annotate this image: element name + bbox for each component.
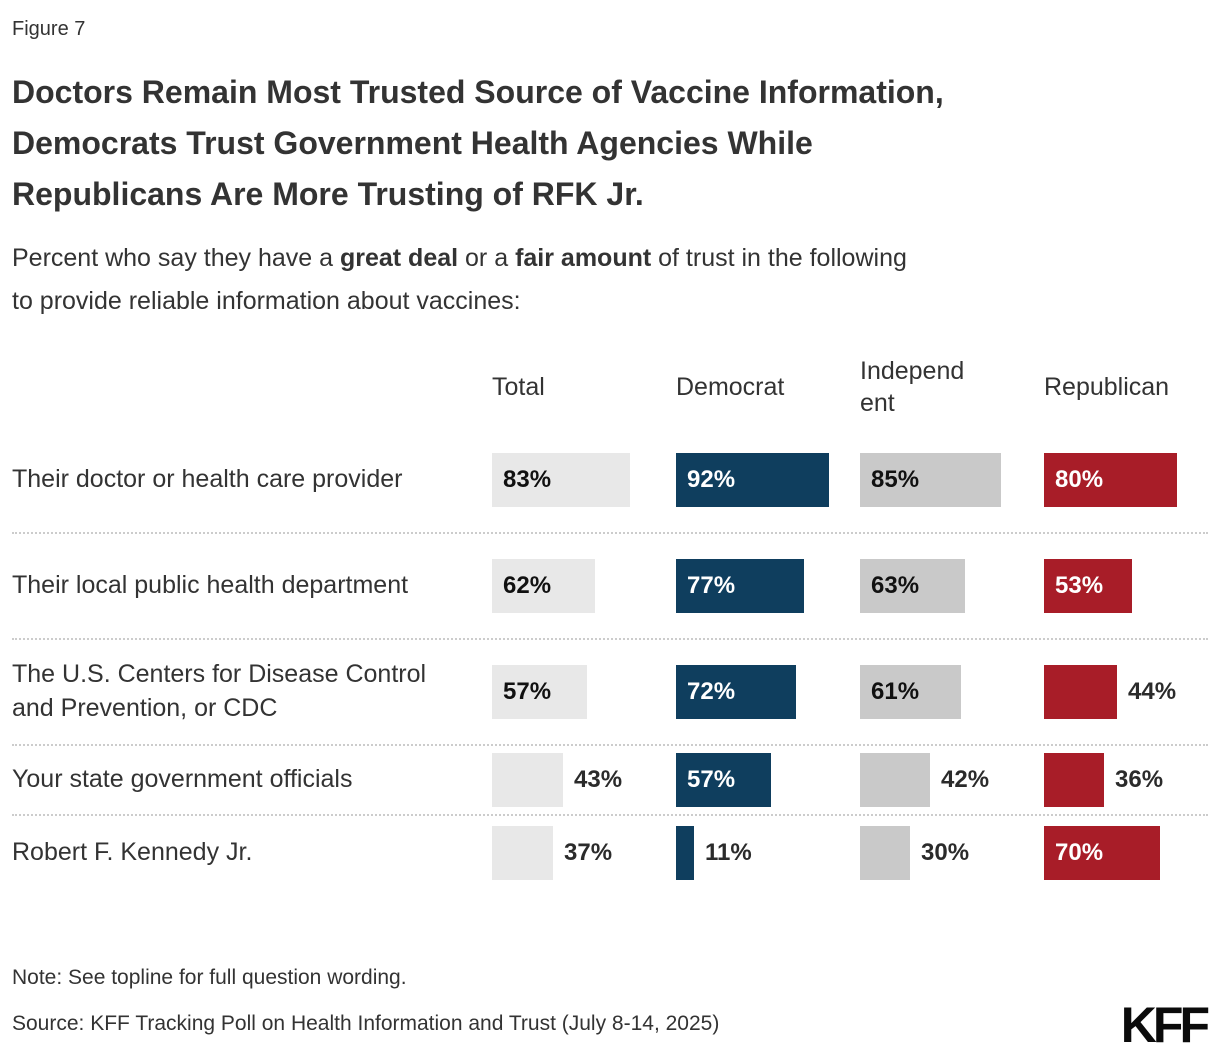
bar-cell: 61% <box>860 640 1044 744</box>
bar-cell: 44% <box>1044 640 1220 744</box>
bar-independent <box>860 752 930 807</box>
subtitle-text: of trust in the following <box>651 243 907 272</box>
row-label: Robert F. Kennedy Jr. <box>12 837 253 866</box>
value-label: 61% <box>871 677 920 705</box>
column-header-total: Total <box>492 372 545 401</box>
bar-total <box>492 825 553 880</box>
bar-cell: 11% <box>676 816 860 890</box>
bar-total: 62% <box>492 558 595 613</box>
bar-republican <box>1044 664 1117 719</box>
bar-republican <box>1044 752 1104 807</box>
bar-independent <box>860 825 910 880</box>
value-label: 62% <box>503 571 552 599</box>
value-label: 83% <box>503 465 552 493</box>
bar-cell: 36% <box>1044 746 1220 814</box>
chart-title-line-3: Republicans Are More Trusting of RFK Jr. <box>12 176 644 213</box>
column-header-row: Total Democrat Independent Republican <box>12 348 1208 428</box>
bar-republican: 80% <box>1044 452 1177 507</box>
source-text: Source: KFF Tracking Poll on Health Info… <box>12 1012 720 1035</box>
subtitle-bold-great-deal: great deal <box>339 243 459 272</box>
bar-democrat: 77% <box>676 558 804 613</box>
value-label: 72% <box>687 677 736 705</box>
table-row: Your state government officials 43% 57% 42%… <box>12 746 1208 816</box>
bar-independent: 85% <box>860 452 1001 507</box>
chart-subtitle: Percent who say they have a great deal o… <box>12 237 1208 324</box>
bar-total <box>492 752 563 807</box>
bar-cell: 80% <box>1044 428 1220 532</box>
bar-republican: 53% <box>1044 558 1132 613</box>
chart-title-line-1: Doctors Remain Most Trusted Source of Va… <box>12 74 944 110</box>
column-header-republican: Republican <box>1044 372 1170 401</box>
bar-democrat: 72% <box>676 664 796 719</box>
bar-cell: 92% <box>676 428 860 532</box>
column-header-democrat: Democrat <box>676 372 785 401</box>
value-label: 42% <box>941 765 990 793</box>
value-label: 30% <box>921 838 970 866</box>
bar-cell: 57% <box>492 640 676 744</box>
value-label: 37% <box>564 838 613 866</box>
value-label: 53% <box>1055 571 1104 599</box>
value-label: 70% <box>1055 838 1104 866</box>
table-row: Their local public health department 62% 7… <box>12 534 1208 640</box>
value-label: 43% <box>574 765 623 793</box>
subtitle-text: or a <box>458 243 516 272</box>
row-label: Their doctor or health care provider <box>12 464 403 493</box>
bar-independent: 61% <box>860 664 961 719</box>
bar-total: 83% <box>492 452 630 507</box>
bar-cell: 37% <box>492 816 676 890</box>
bar-cell: 85% <box>860 428 1044 532</box>
subtitle-text-line2: to provide reliable information about va… <box>12 287 521 316</box>
bar-cell: 70% <box>1044 816 1220 890</box>
value-label: 92% <box>687 465 736 493</box>
bar-total: 57% <box>492 664 587 719</box>
bar-independent: 63% <box>860 558 965 613</box>
table-row: Their doctor or health care provider 83% 9… <box>12 428 1208 534</box>
bar-democrat: 92% <box>676 452 829 507</box>
value-label: 11% <box>705 838 752 866</box>
bar-cell: 42% <box>860 746 1044 814</box>
value-label: 85% <box>871 465 920 493</box>
bar-democrat: 57% <box>676 752 771 807</box>
bar-democrat <box>676 825 694 880</box>
table-row: The U.S. Centers for Disease Control and… <box>12 640 1208 746</box>
subtitle-bold-fair-amount: fair amount <box>515 243 652 272</box>
bar-cell: 72% <box>676 640 860 744</box>
value-label: 36% <box>1115 765 1164 793</box>
row-label: Your state government officials <box>12 764 353 793</box>
value-label: 63% <box>871 571 920 599</box>
value-label: 77% <box>687 571 736 599</box>
bar-cell: 43% <box>492 746 676 814</box>
bar-cell: 83% <box>492 428 676 532</box>
bar-cell: 57% <box>676 746 860 814</box>
chart-rows: Their doctor or health care provider 83% 9… <box>12 428 1208 890</box>
row-label: The U.S. Centers for Disease Control and… <box>12 660 427 722</box>
figure-content: Figure 7 Doctors Remain Most Trusted Sou… <box>12 18 1208 890</box>
chart-title-line-2: Democrats Trust Government Health Agenci… <box>12 125 813 162</box>
bar-cell: 53% <box>1044 534 1220 638</box>
column-header-independent: Independent <box>860 357 965 417</box>
table-row: Robert F. Kennedy Jr. 37% 11% 30% 70% <box>12 816 1208 890</box>
value-label: 57% <box>687 765 736 793</box>
chart-title: Doctors Remain Most Trusted Source of Va… <box>12 67 1132 221</box>
bar-cell: 63% <box>860 534 1044 638</box>
bar-cell: 30% <box>860 816 1044 890</box>
value-label: 80% <box>1055 465 1104 493</box>
bar-cell: 62% <box>492 534 676 638</box>
row-label: Their local public health department <box>12 570 409 599</box>
note-text: Note: See topline for full question word… <box>12 966 407 989</box>
value-label: 57% <box>503 677 552 705</box>
value-label: 44% <box>1128 677 1177 705</box>
subtitle-text: Percent who say they have a <box>12 243 340 272</box>
figure-number: Figure 7 <box>12 18 86 40</box>
figure-footer: Note: See topline for full question word… <box>12 966 1208 1036</box>
kff-logo: KFF <box>1120 997 1210 1053</box>
bar-republican: 70% <box>1044 825 1160 880</box>
bar-cell: 77% <box>676 534 860 638</box>
